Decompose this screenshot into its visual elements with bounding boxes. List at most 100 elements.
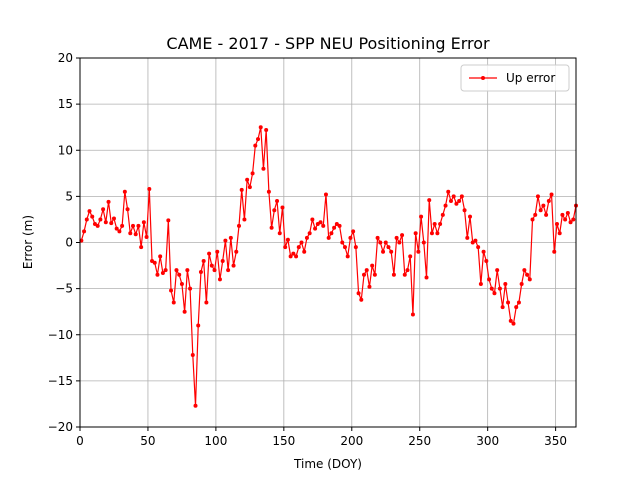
point [448, 198, 453, 203]
point [530, 217, 535, 222]
chart-title: CAME - 2017 - SPP NEU Positioning Error [166, 34, 490, 53]
point [484, 258, 489, 263]
point [323, 192, 328, 197]
point [554, 222, 559, 227]
point [424, 275, 429, 280]
point [391, 272, 396, 277]
point [207, 251, 212, 256]
point [459, 194, 464, 199]
point [291, 251, 296, 256]
point [313, 226, 318, 231]
point [307, 231, 312, 236]
x-tick-label: 150 [272, 434, 295, 448]
point [522, 268, 527, 273]
point [397, 240, 402, 245]
point [231, 263, 236, 268]
point [416, 249, 421, 254]
point [535, 194, 540, 199]
point [495, 268, 500, 273]
point [139, 245, 144, 250]
point [487, 277, 492, 282]
point [266, 189, 271, 194]
point [400, 233, 405, 238]
point [462, 208, 467, 213]
point [277, 231, 282, 236]
point [285, 237, 290, 242]
point [340, 240, 345, 245]
y-axis-label: Error (m) [21, 215, 35, 269]
point [136, 223, 141, 228]
point [568, 220, 573, 225]
point [432, 222, 437, 227]
point [217, 277, 222, 282]
point [465, 235, 470, 240]
point [348, 235, 353, 240]
x-tick-label: 100 [204, 434, 227, 448]
point [489, 286, 494, 291]
x-tick-label: 0 [76, 434, 84, 448]
point [215, 249, 220, 254]
point [410, 312, 415, 317]
plot-frame [79, 57, 577, 428]
point [362, 272, 367, 277]
legend-label: Up error [506, 71, 555, 85]
point [516, 300, 521, 305]
point [130, 223, 135, 228]
point [261, 166, 266, 171]
point [201, 258, 206, 263]
point [383, 240, 388, 245]
point [370, 263, 375, 268]
point [405, 268, 410, 273]
point [272, 208, 277, 213]
point [283, 245, 288, 250]
point [389, 249, 394, 254]
point [84, 217, 89, 222]
point [468, 214, 473, 219]
point [560, 212, 565, 217]
point [256, 137, 261, 142]
point [220, 258, 225, 263]
point [351, 229, 356, 234]
point [541, 203, 546, 208]
point [90, 214, 95, 219]
point [122, 189, 127, 194]
point [342, 245, 347, 250]
point [250, 171, 255, 176]
point [125, 207, 130, 212]
point [103, 220, 108, 225]
point [209, 263, 214, 268]
point [413, 231, 418, 236]
point [226, 268, 231, 273]
point [544, 212, 549, 217]
point [179, 282, 184, 287]
point [169, 288, 174, 293]
point [318, 220, 323, 225]
x-tick-label: 300 [476, 434, 499, 448]
point [269, 225, 274, 230]
point [177, 272, 182, 277]
point [519, 282, 524, 287]
point [563, 217, 568, 222]
point [321, 223, 326, 228]
y-tick-label: 5 [65, 189, 73, 203]
point [481, 249, 486, 254]
point [476, 245, 481, 250]
point [133, 232, 138, 237]
point [166, 218, 171, 223]
point [419, 214, 424, 219]
point [196, 323, 201, 328]
point [454, 201, 459, 206]
point [234, 249, 239, 254]
point [264, 127, 269, 132]
point [329, 231, 334, 236]
point [111, 216, 116, 221]
point [552, 249, 557, 254]
point [253, 143, 258, 148]
point [440, 212, 445, 217]
point [503, 282, 508, 287]
point [185, 268, 190, 273]
point [549, 192, 554, 197]
legend-marker [481, 76, 485, 80]
point [212, 268, 217, 273]
point [247, 185, 252, 190]
